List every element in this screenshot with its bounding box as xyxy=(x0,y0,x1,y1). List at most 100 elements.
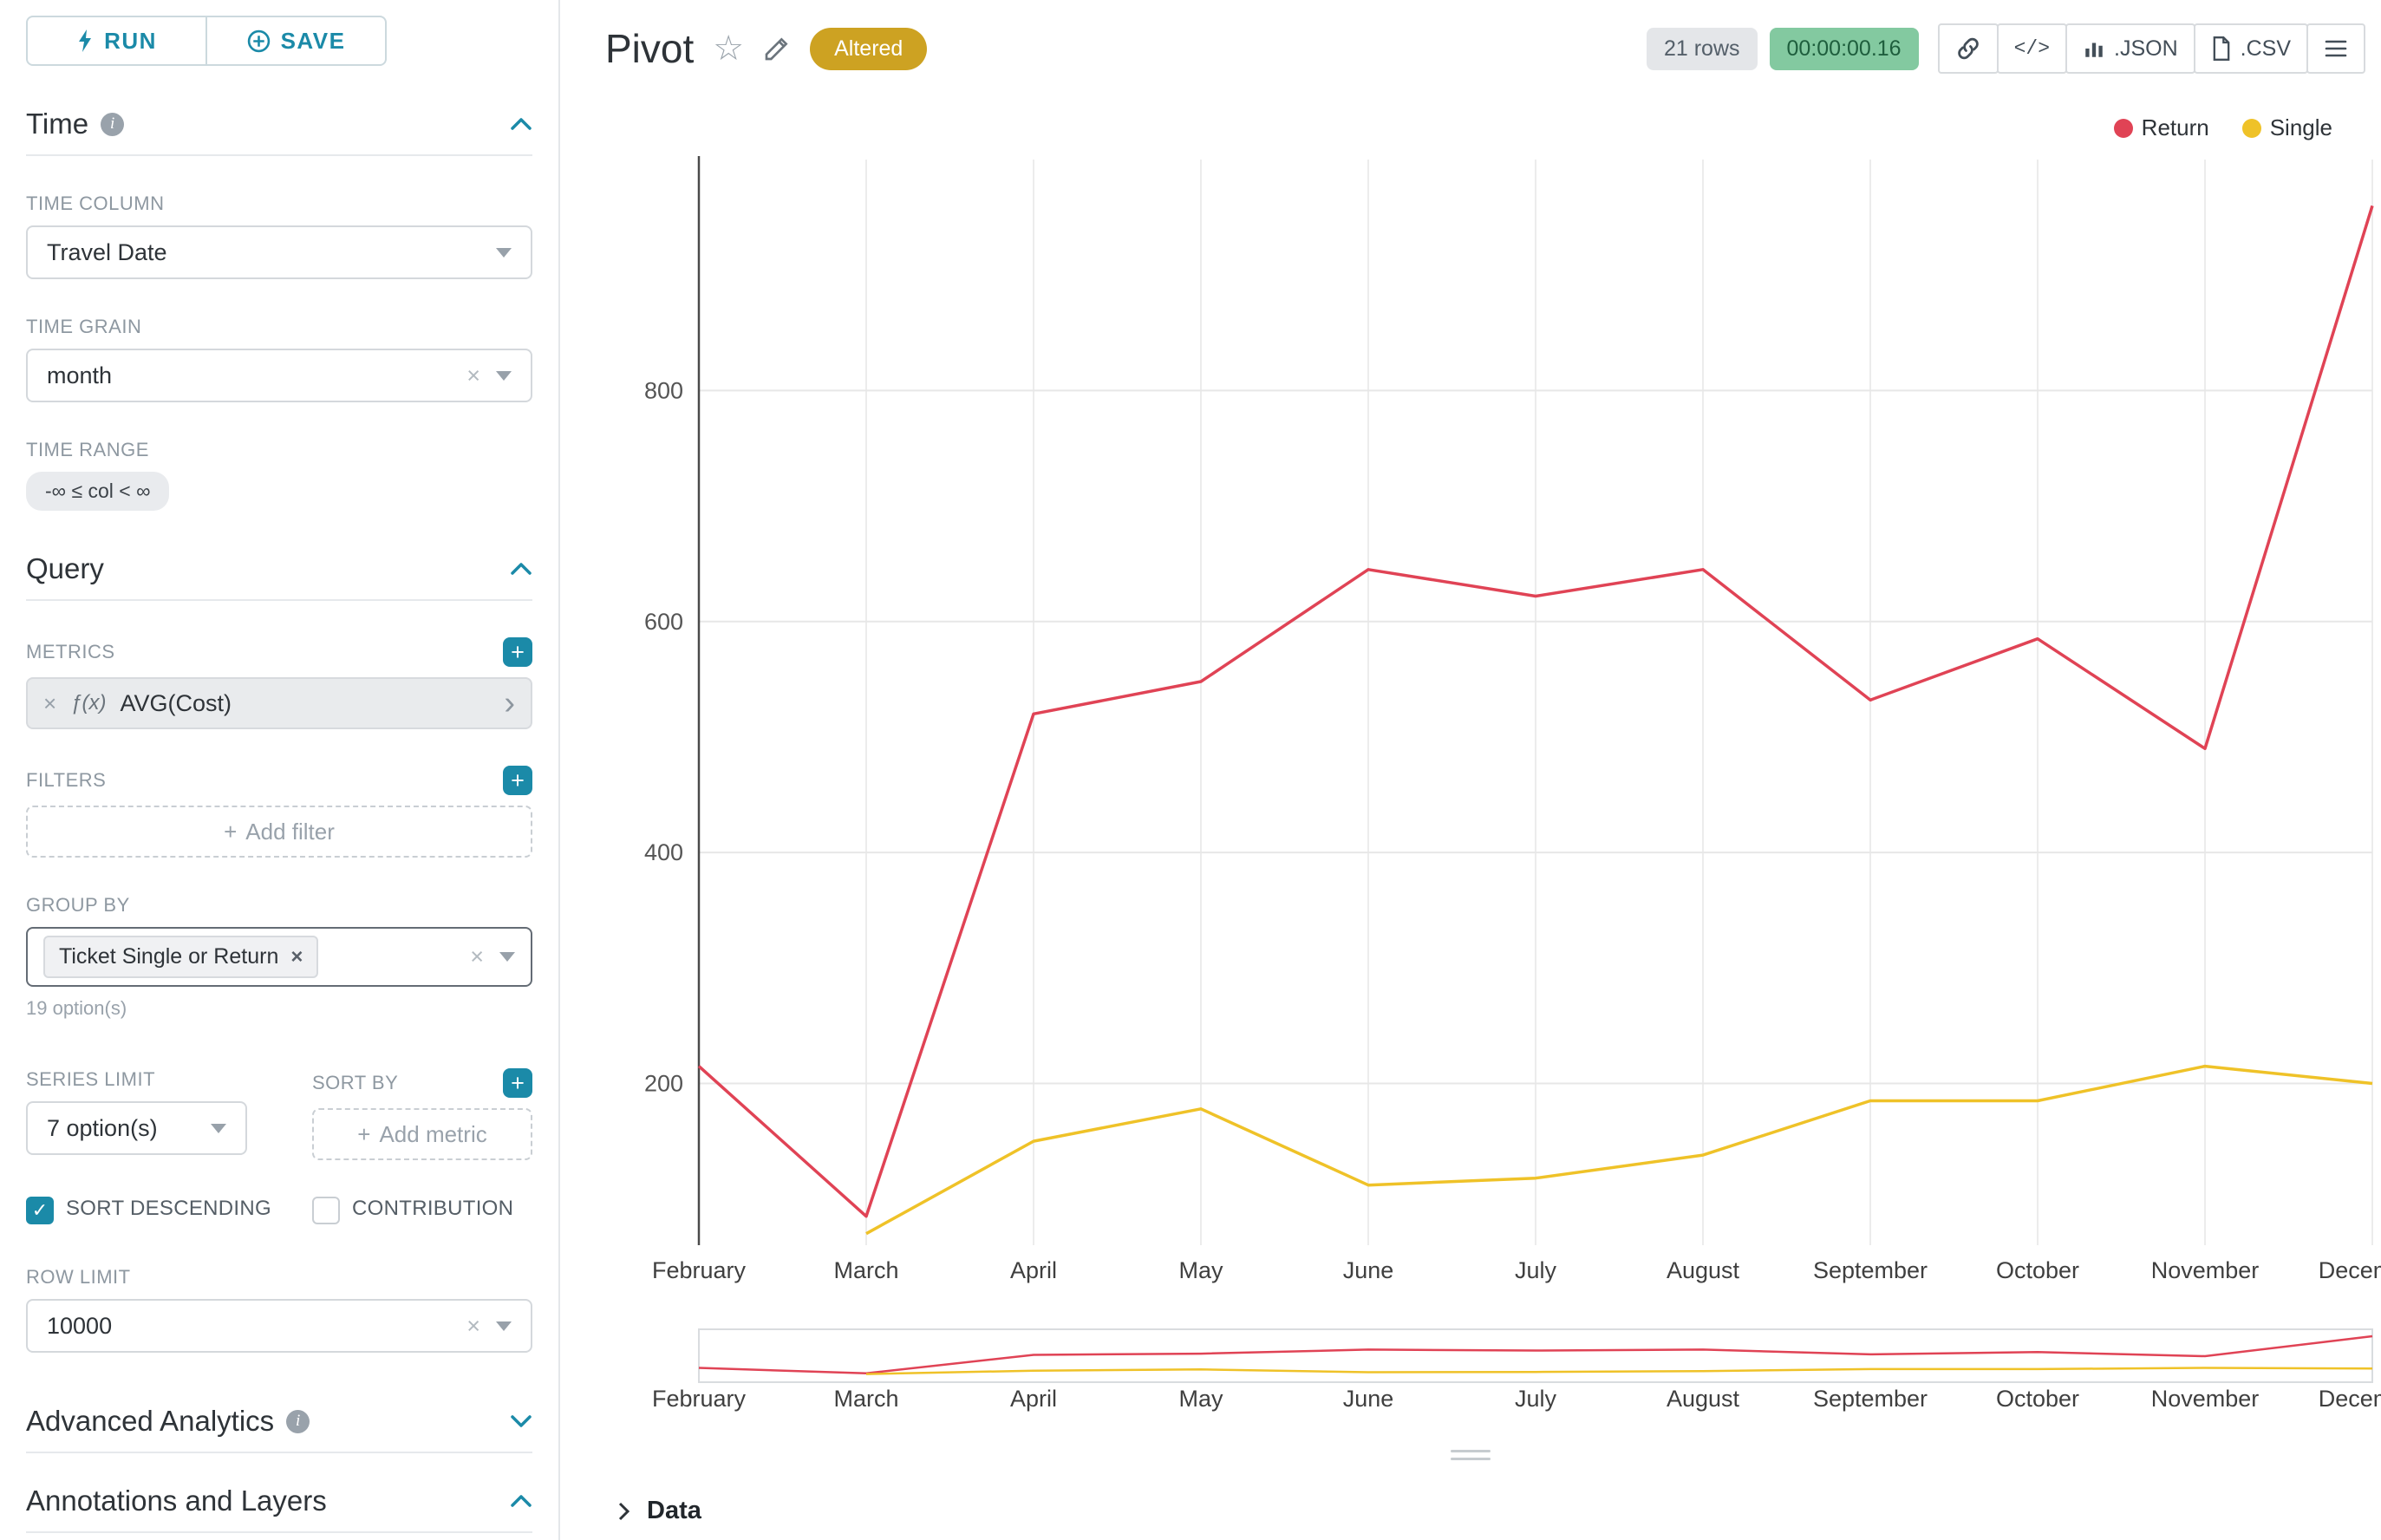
time-section-title: Time xyxy=(26,108,89,140)
series-line-single[interactable] xyxy=(865,1064,2373,1236)
plus-icon: + xyxy=(511,1069,525,1096)
plus-icon: + xyxy=(511,767,525,793)
menu-icon xyxy=(2325,40,2347,57)
export-csv-label: .CSV xyxy=(2240,36,2291,61)
checkbox-checked-icon[interactable]: ✓ xyxy=(26,1197,54,1224)
group-by-select[interactable]: Ticket Single or Return × × xyxy=(26,927,532,987)
export-json-label: .JSON xyxy=(2114,36,2178,61)
row-count-badge: 21 rows xyxy=(1646,27,1758,70)
row-limit-select[interactable]: 10000 × xyxy=(26,1299,532,1353)
svg-text:February: February xyxy=(652,1257,747,1283)
time-grain-select[interactable]: month × xyxy=(26,349,532,402)
chevron-down-icon xyxy=(496,247,512,258)
svg-text:400: 400 xyxy=(644,839,683,865)
svg-text:December: December xyxy=(2319,1386,2381,1412)
advanced-analytics-section-header[interactable]: Advanced Analytics i xyxy=(26,1405,532,1453)
chart-legend: Return Single xyxy=(2113,114,2332,141)
legend-item-return[interactable]: Return xyxy=(2113,114,2209,141)
svg-text:August: August xyxy=(1667,1257,1740,1283)
legend-dot xyxy=(2113,118,2133,138)
sort-descending-checkbox[interactable]: ✓ SORT DESCENDING xyxy=(26,1195,312,1224)
embed-code-button[interactable]: </> xyxy=(1996,23,2068,74)
svg-text:June: June xyxy=(1343,1386,1394,1412)
chevron-up-icon[interactable] xyxy=(510,1494,532,1508)
sort-by-label: SORT BY xyxy=(312,1072,399,1093)
link-icon xyxy=(1957,37,1979,60)
add-filter-dropzone[interactable]: + Add filter xyxy=(26,806,532,858)
altered-badge[interactable]: Altered xyxy=(810,27,928,70)
edit-title-icon[interactable] xyxy=(763,35,791,62)
time-section-header[interactable]: Time i xyxy=(26,108,532,156)
clear-icon[interactable]: × xyxy=(466,1312,480,1339)
time-column-select[interactable]: Travel Date xyxy=(26,225,532,279)
svg-text:March: March xyxy=(833,1257,898,1283)
group-by-tag[interactable]: Ticket Single or Return × xyxy=(43,936,319,978)
series-limit-label: SERIES LIMIT xyxy=(26,1068,156,1090)
filters-label: FILTERS xyxy=(26,769,107,791)
share-link-button[interactable] xyxy=(1937,23,1999,74)
svg-text:September: September xyxy=(1813,1257,1928,1283)
add-filter-placeholder: Add filter xyxy=(245,818,335,845)
remove-tag-icon[interactable]: × xyxy=(290,944,303,969)
export-json-button[interactable]: .JSON xyxy=(2065,23,2195,74)
chevron-down-icon[interactable] xyxy=(510,1414,532,1428)
legend-item-single[interactable]: Single xyxy=(2241,114,2332,141)
checkbox-unchecked-icon[interactable] xyxy=(312,1197,340,1224)
clear-icon[interactable]: × xyxy=(470,943,484,969)
mini-series-line-return xyxy=(698,1334,2373,1375)
group-by-tag-label: Ticket Single or Return xyxy=(59,944,279,969)
plus-icon: + xyxy=(224,818,238,845)
legend-label: Single xyxy=(2269,114,2332,140)
control-panel: RUN SAVE Time i TIME COLUMN Travel Date … xyxy=(0,0,560,1540)
sort-descending-label: SORT DESCENDING xyxy=(66,1197,271,1220)
contribution-checkbox[interactable]: CONTRIBUTION xyxy=(312,1195,513,1224)
series-limit-select[interactable]: 7 option(s) xyxy=(26,1101,247,1155)
add-sort-metric-dropzone[interactable]: + Add metric xyxy=(312,1108,532,1160)
time-range-value[interactable]: -∞ ≤ col < ∞ xyxy=(26,472,170,511)
chart-mini: February March April May June July August Septe… xyxy=(652,1328,2381,1412)
chevron-down-icon xyxy=(211,1123,226,1133)
svg-text:September: September xyxy=(1813,1386,1928,1412)
chevron-up-icon[interactable] xyxy=(510,117,532,131)
timer-badge: 00:00:00.16 xyxy=(1769,27,1919,70)
svg-text:November: November xyxy=(2151,1386,2260,1412)
bolt-icon xyxy=(79,29,92,52)
svg-text:200: 200 xyxy=(644,1071,683,1097)
chart-gridlines xyxy=(699,160,2373,1245)
panel-resize-handle[interactable] xyxy=(1451,1450,1491,1460)
run-button[interactable]: RUN xyxy=(26,16,207,66)
range-selector-frame[interactable] xyxy=(698,1328,2373,1383)
query-section-header[interactable]: Query xyxy=(26,552,532,601)
data-panel-toggle[interactable]: Data xyxy=(616,1497,701,1525)
annotations-section-header[interactable]: Annotations and Layers xyxy=(26,1485,532,1533)
clear-icon[interactable]: × xyxy=(466,362,480,388)
svg-text:May: May xyxy=(1178,1386,1223,1412)
annotations-title: Annotations and Layers xyxy=(26,1485,327,1517)
add-metric-button[interactable]: + xyxy=(503,637,532,667)
legend-dot xyxy=(2241,118,2261,138)
metric-item[interactable]: × ƒ(x) AVG(Cost) › xyxy=(26,677,532,729)
save-button[interactable]: SAVE xyxy=(205,16,387,66)
svg-text:April: April xyxy=(1010,1386,1057,1412)
file-icon xyxy=(2213,36,2229,61)
remove-metric-icon[interactable]: × xyxy=(43,689,57,716)
series-line-return[interactable] xyxy=(697,205,2374,1218)
chevron-up-icon[interactable] xyxy=(510,562,532,576)
contribution-label: CONTRIBUTION xyxy=(352,1197,514,1220)
export-csv-button[interactable]: .CSV xyxy=(2193,23,2308,74)
favorite-star-icon[interactable]: ☆ xyxy=(713,29,745,68)
chart-menu-button[interactable] xyxy=(2306,23,2365,74)
bar-chart-icon xyxy=(2085,42,2103,57)
svg-text:June: June xyxy=(1343,1257,1394,1283)
time-range-label: TIME RANGE xyxy=(26,439,149,460)
add-sort-metric-button[interactable]: + xyxy=(503,1068,532,1098)
time-column-label: TIME COLUMN xyxy=(26,192,165,214)
chevron-right-icon[interactable]: › xyxy=(504,685,515,721)
svg-text:July: July xyxy=(1515,1386,1557,1412)
main-chart[interactable]: 200 400 600 800 February March April May June Jul… xyxy=(560,0,2381,1474)
data-panel-label: Data xyxy=(647,1497,701,1524)
plus-icon: + xyxy=(511,638,525,665)
chart-title: Pivot xyxy=(605,26,695,71)
add-filter-button[interactable]: + xyxy=(503,766,532,795)
function-icon: ƒ(x) xyxy=(70,691,107,715)
